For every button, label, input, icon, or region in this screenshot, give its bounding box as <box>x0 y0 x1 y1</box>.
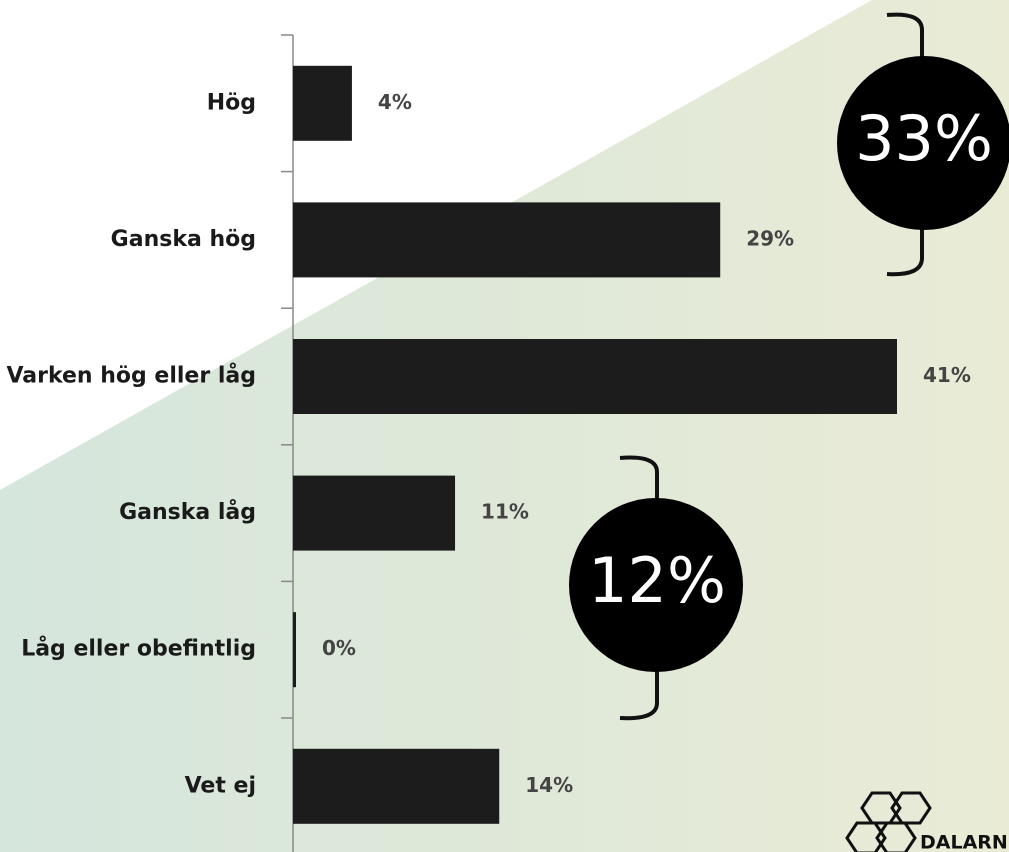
bar <box>293 748 500 824</box>
bracket <box>886 12 924 277</box>
logo-icon <box>845 791 932 852</box>
plot: Hög 4% Ganska hög 29% Varken hög eller låg 41… <box>6 34 971 824</box>
value-label: 29% <box>746 226 794 250</box>
category-label: Ganska låg <box>119 499 256 525</box>
category-label: Ganska hög <box>111 227 256 252</box>
bar <box>293 339 897 414</box>
category-label: Låg eller obefintlig <box>21 636 256 662</box>
value-label: 4% <box>378 90 412 114</box>
category-label: Hög <box>207 90 256 115</box>
bar <box>293 202 721 278</box>
annotation-circle <box>569 498 743 672</box>
annotation-circle <box>837 56 1009 230</box>
category-label: Vet ej <box>185 773 256 798</box>
annotation: 33% <box>855 102 993 175</box>
bar <box>293 612 296 688</box>
bracket <box>619 455 659 721</box>
annotation: 12% <box>588 544 726 617</box>
value-label: 0% <box>322 636 356 660</box>
value-label: 11% <box>481 500 529 524</box>
logo-text: DALARN <box>920 832 1008 852</box>
value-label: 14% <box>525 773 573 797</box>
bar <box>293 475 456 551</box>
category-label: Varken hög eller låg <box>6 363 256 389</box>
value-label: 41% <box>923 363 971 387</box>
bar <box>293 65 352 141</box>
